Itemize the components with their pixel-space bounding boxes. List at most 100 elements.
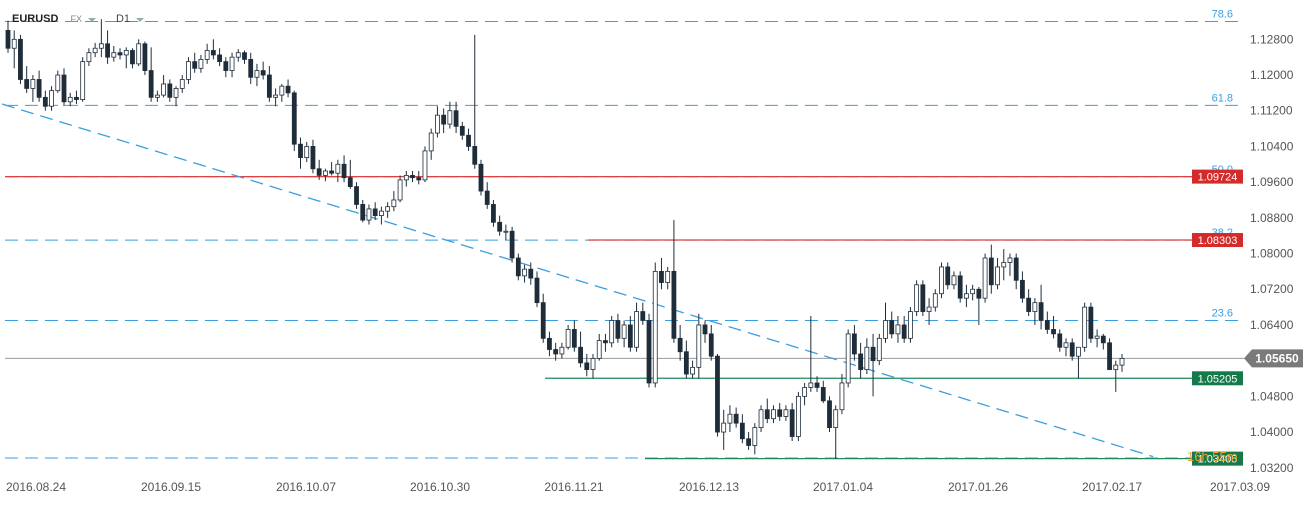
- chevron-down-icon: [87, 18, 96, 22]
- candle: [173, 86, 179, 107]
- candles: [5, 19, 1125, 459]
- candle: [671, 220, 677, 343]
- candle-body: [758, 409, 764, 429]
- candle: [783, 405, 789, 421]
- level-badge-label-1: 1.08303: [1198, 235, 1238, 247]
- x-tick-label: 2017.01.04: [813, 480, 873, 494]
- candle: [5, 20, 11, 53]
- candle: [235, 49, 241, 62]
- candle: [596, 333, 602, 361]
- candle-body: [1063, 342, 1069, 348]
- candle-body: [92, 47, 98, 54]
- candle: [914, 280, 920, 317]
- candle: [1020, 271, 1025, 303]
- candle-body: [304, 146, 310, 158]
- market-selector[interactable]: FX: [70, 14, 96, 24]
- candle-body: [764, 409, 770, 420]
- candle: [515, 253, 521, 281]
- candle-body: [416, 177, 422, 181]
- candle-body: [192, 61, 198, 69]
- candle-body: [553, 349, 559, 355]
- candle: [851, 324, 857, 361]
- candle: [808, 316, 814, 392]
- candle: [92, 42, 98, 58]
- candle-body: [640, 311, 646, 321]
- candle-body: [702, 324, 708, 335]
- candle: [584, 353, 590, 377]
- candle: [908, 307, 913, 343]
- timeframe-selector[interactable]: D1: [115, 13, 145, 25]
- x-axis: 2016.08.24 2016.09.15 2016.10.07 2016.10.30…: [6, 480, 1270, 494]
- candle-body: [559, 346, 565, 355]
- x-tick-label: 2016.09.15: [141, 480, 201, 494]
- candle: [136, 39, 142, 67]
- candle: [870, 333, 876, 397]
- candle: [154, 90, 160, 102]
- candle: [752, 423, 758, 455]
- candle: [11, 30, 17, 69]
- candle: [111, 46, 117, 62]
- candle: [683, 340, 689, 379]
- candle: [67, 92, 73, 107]
- candle: [210, 39, 216, 60]
- candle: [677, 324, 683, 361]
- candle: [814, 376, 820, 392]
- candle-body: [148, 70, 154, 98]
- candle: [148, 47, 154, 102]
- candle: [385, 202, 391, 218]
- candle-body: [808, 382, 814, 388]
- candle: [266, 66, 272, 102]
- candle-body: [590, 358, 596, 370]
- candle-body: [1051, 329, 1056, 335]
- candle-body: [851, 333, 857, 355]
- candle-body: [435, 114, 440, 134]
- candle: [298, 137, 303, 169]
- candle: [858, 342, 864, 379]
- level-badge-1: [1192, 233, 1243, 248]
- candle-body: [111, 52, 117, 58]
- candle: [1082, 302, 1088, 352]
- candle-body: [752, 427, 758, 446]
- candle-body: [30, 79, 36, 89]
- candle-body: [926, 306, 932, 312]
- candle: [379, 206, 384, 225]
- x-tick-label: 2016.12.13: [679, 480, 739, 494]
- candle: [254, 63, 260, 87]
- candle: [795, 391, 801, 441]
- candle: [322, 168, 328, 182]
- candle-body: [777, 409, 783, 417]
- candle-body: [820, 387, 826, 402]
- candle-body: [49, 90, 54, 107]
- candle: [503, 224, 509, 241]
- candle: [1051, 316, 1056, 339]
- candle-body: [901, 324, 907, 339]
- x-tick-label: 2016.11.21: [544, 480, 603, 494]
- candle-body: [354, 186, 359, 205]
- candle-body: [1119, 358, 1125, 366]
- candle: [223, 57, 229, 78]
- candle: [192, 52, 198, 73]
- candle-body: [690, 366, 695, 375]
- candle: [74, 90, 79, 105]
- candle: [310, 139, 316, 174]
- candle-body: [964, 293, 969, 299]
- candle-body: [154, 94, 160, 98]
- candle: [248, 52, 254, 84]
- candle: [329, 162, 335, 176]
- candle-body: [739, 422, 745, 440]
- candle-body: [491, 204, 496, 223]
- fib-label-4: 23.6: [1212, 307, 1233, 319]
- candle-body: [920, 284, 926, 312]
- candle-body: [995, 266, 1000, 286]
- candle: [920, 280, 926, 317]
- candle-body: [322, 170, 328, 176]
- candle: [447, 101, 453, 129]
- candle-body: [1113, 364, 1119, 370]
- x-tick-label: 2016.10.07: [276, 480, 336, 494]
- timeframe-label: D1: [115, 13, 131, 25]
- candle-body: [571, 329, 577, 348]
- candle: [1013, 253, 1019, 290]
- candle: [964, 284, 969, 308]
- candle: [279, 83, 285, 102]
